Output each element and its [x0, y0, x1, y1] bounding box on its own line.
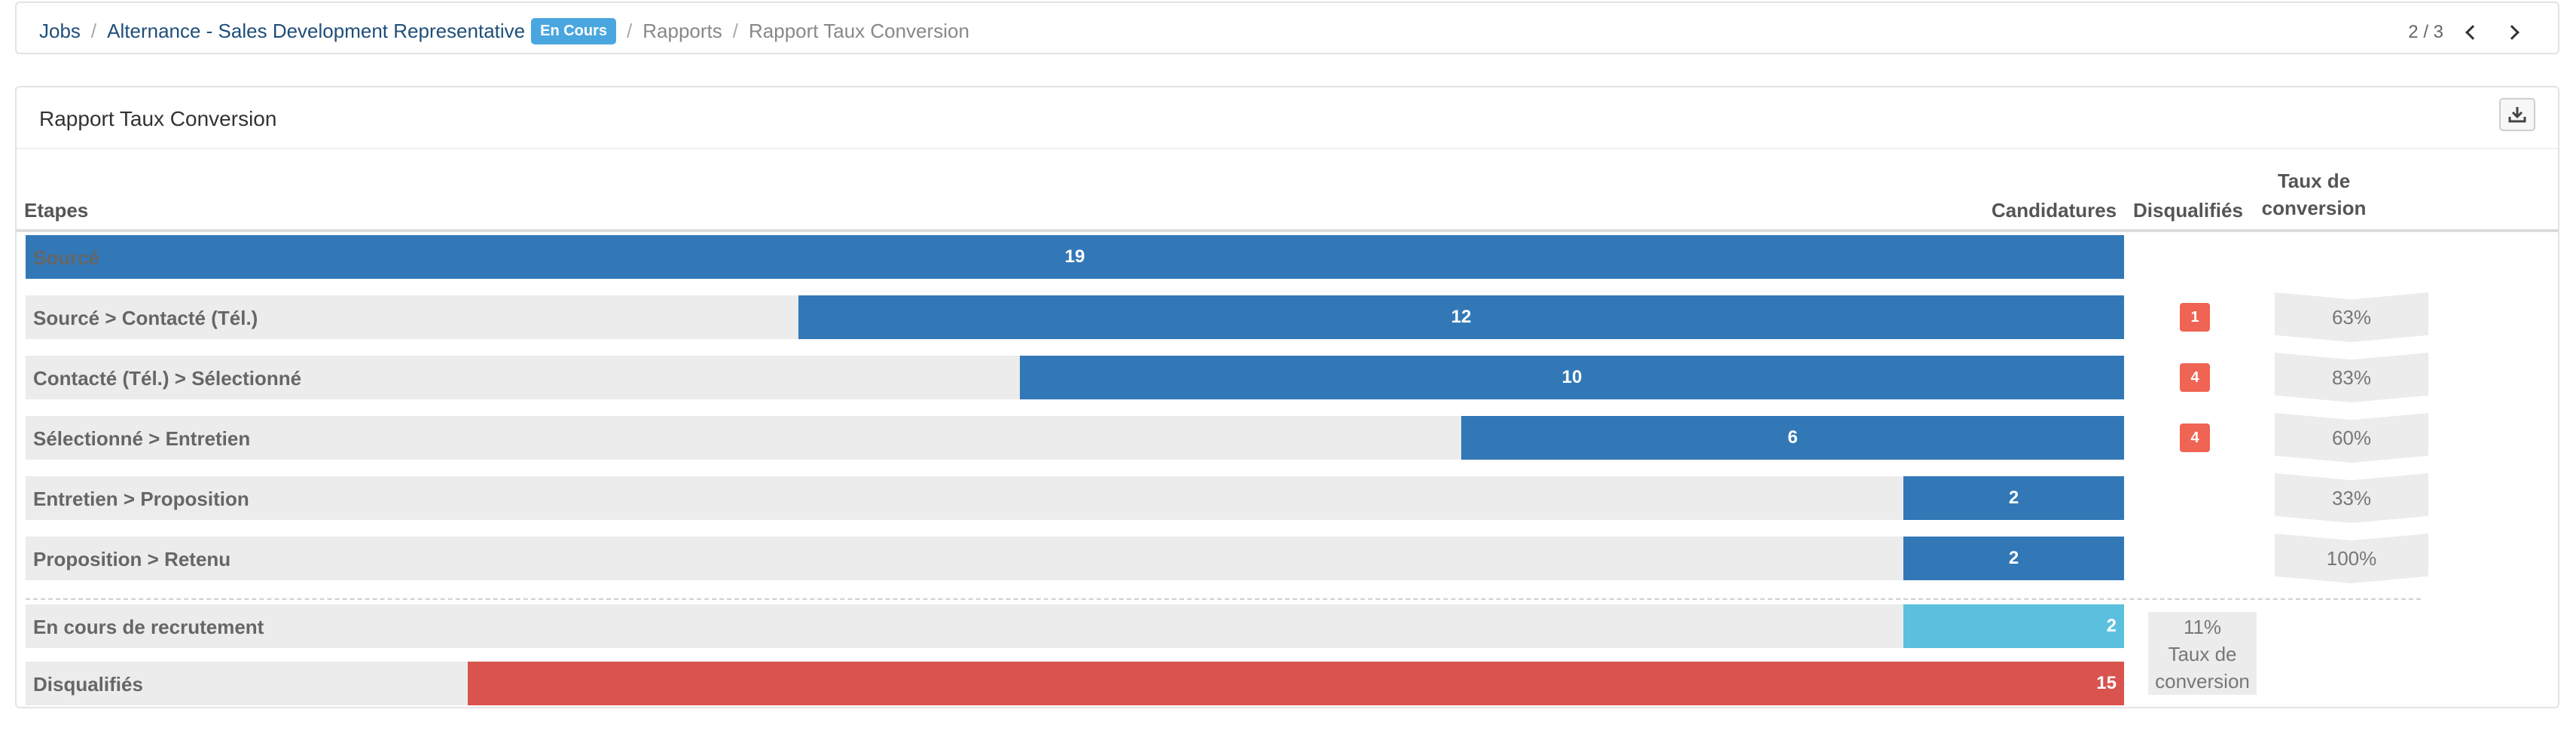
table-row: 2 En cours de recrutement — [26, 604, 2534, 648]
table-row: 12 Sourcé > Contacté (Tél.) 1 63% — [26, 292, 2534, 342]
table-row: 19 Sourcé — [26, 235, 2534, 279]
header-taux-conversion: Taux de conversion — [2261, 170, 2367, 219]
previous-button[interactable] — [2454, 20, 2487, 45]
stage-label: Entretien > Proposition — [33, 488, 249, 510]
candidatures-bar: 15 — [468, 662, 2124, 705]
candidatures-bar: 10 — [1020, 356, 2124, 399]
candidatures-bar: 2 — [1903, 537, 2124, 580]
candidatures-bar: 2 — [1903, 604, 2124, 648]
overall-rate-label: Taux de conversion — [2155, 643, 2250, 693]
breadcrumb-current: Rapport Taux Conversion — [749, 19, 969, 42]
overall-rate-value: 11% — [2183, 616, 2222, 638]
breadcrumb-jobs-link[interactable]: Jobs — [39, 19, 81, 42]
stage-label: Sourcé — [33, 246, 100, 269]
chevron-left-icon — [2465, 25, 2480, 40]
breadcrumb-separator: / — [90, 19, 97, 42]
stage-label: Sélectionné > Entretien — [33, 427, 251, 450]
stage-label: Proposition > Retenu — [33, 548, 231, 570]
header-candidatures: Candidatures — [1992, 199, 2117, 222]
download-button[interactable] — [2499, 98, 2535, 131]
download-icon — [2508, 107, 2526, 123]
panel-header: Rapport Taux Conversion — [17, 87, 2558, 149]
table-row: 2 Entretien > Proposition 33% — [26, 473, 2534, 523]
stage-label: Disqualifiés — [33, 673, 143, 696]
header-disqualifies: Disqualifiés — [2133, 199, 2243, 222]
breadcrumb-bar: Jobs / Alternance - Sales Development Re… — [15, 2, 2559, 54]
candidatures-bar: 19 — [26, 235, 2124, 279]
conversion-rate: 100% — [2275, 534, 2428, 583]
pager: 2 / 3 — [2408, 20, 2531, 45]
breadcrumb-separator: / — [627, 19, 633, 42]
bar-track — [26, 476, 2124, 520]
breadcrumb-job-link[interactable]: Alternance - Sales Development Represent… — [107, 19, 526, 42]
candidatures-bar: 12 — [798, 295, 2124, 339]
stage-label: Sourcé > Contacté (Tél.) — [33, 307, 258, 329]
panel-title: Rapport Taux Conversion — [39, 107, 277, 130]
table-row: 2 Proposition > Retenu 100% — [26, 534, 2534, 583]
stage-label: Contacté (Tél.) > Sélectionné — [33, 367, 302, 390]
overall-conversion-rate: 11% Taux de conversion — [2148, 612, 2257, 695]
table-header: Etapes Candidatures Disqualifiés Taux de… — [17, 149, 2558, 232]
conversion-rate: 63% — [2275, 292, 2428, 342]
pager-label: 2 / 3 — [2408, 22, 2443, 42]
chevron-right-icon — [2504, 25, 2520, 40]
breadcrumb-reports[interactable]: Rapports — [642, 19, 722, 42]
disqualified-count-badge[interactable]: 4 — [2180, 363, 2210, 392]
table-row: 15 Disqualifiés — [26, 662, 2534, 705]
bar-track — [26, 537, 2124, 580]
conversion-rate: 33% — [2275, 473, 2428, 523]
table-row: 6 Sélectionné > Entretien 4 60% — [26, 413, 2534, 463]
candidatures-bar: 6 — [1461, 416, 2124, 460]
report-panel: Rapport Taux Conversion Etapes Candidatu… — [15, 86, 2559, 708]
candidatures-bar: 2 — [1903, 476, 2124, 520]
section-divider — [26, 598, 2421, 600]
conversion-rate: 83% — [2275, 353, 2428, 402]
disqualified-count-badge[interactable]: 1 — [2180, 303, 2210, 332]
next-button[interactable] — [2498, 20, 2531, 45]
disqualified-count-badge[interactable]: 4 — [2180, 424, 2210, 452]
stage-label: En cours de recrutement — [33, 616, 264, 638]
status-badge: En Cours — [531, 17, 617, 44]
breadcrumb: Jobs / Alternance - Sales Development Re… — [39, 17, 969, 44]
table-row: 10 Contacté (Tél.) > Sélectionné 4 83% — [26, 353, 2534, 402]
breadcrumb-separator: / — [732, 19, 738, 42]
bar-track — [26, 604, 2124, 648]
header-etapes: Etapes — [24, 199, 89, 222]
conversion-rate: 60% — [2275, 413, 2428, 463]
